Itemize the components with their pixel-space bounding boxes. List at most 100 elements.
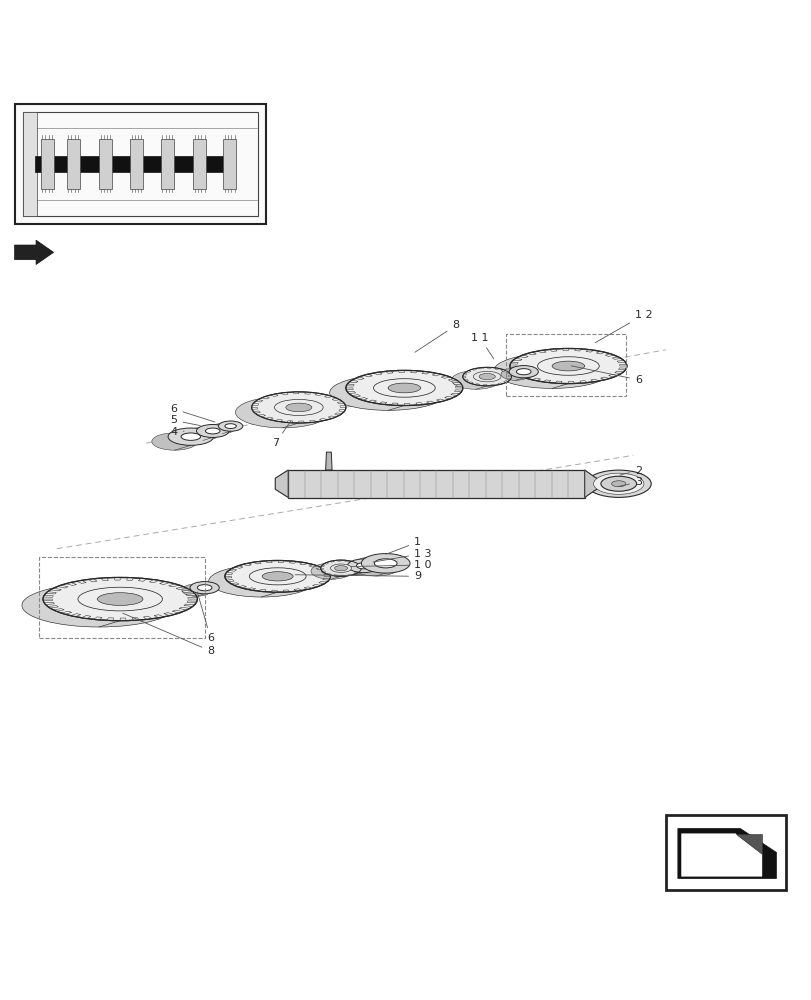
Polygon shape xyxy=(308,565,317,567)
Polygon shape xyxy=(584,470,599,498)
Text: 7: 7 xyxy=(272,421,290,448)
Polygon shape xyxy=(398,370,404,373)
Polygon shape xyxy=(94,617,102,620)
Polygon shape xyxy=(48,606,58,608)
Ellipse shape xyxy=(249,568,306,585)
Polygon shape xyxy=(619,364,626,366)
Polygon shape xyxy=(234,566,242,568)
Ellipse shape xyxy=(356,563,371,569)
Ellipse shape xyxy=(182,584,211,596)
Ellipse shape xyxy=(334,566,347,571)
Polygon shape xyxy=(323,578,329,580)
Polygon shape xyxy=(351,562,355,563)
Polygon shape xyxy=(337,402,344,404)
Polygon shape xyxy=(510,362,517,364)
Polygon shape xyxy=(101,578,108,581)
Ellipse shape xyxy=(509,348,626,384)
Polygon shape xyxy=(511,369,519,372)
Polygon shape xyxy=(319,581,326,584)
Polygon shape xyxy=(604,354,613,356)
Polygon shape xyxy=(616,360,624,363)
Polygon shape xyxy=(298,421,304,423)
Ellipse shape xyxy=(373,379,435,397)
Polygon shape xyxy=(50,588,62,591)
Polygon shape xyxy=(54,609,64,611)
FancyBboxPatch shape xyxy=(665,815,785,890)
Polygon shape xyxy=(182,590,192,593)
Polygon shape xyxy=(186,594,196,596)
Polygon shape xyxy=(448,379,457,381)
Polygon shape xyxy=(518,355,527,358)
Polygon shape xyxy=(253,562,261,564)
Polygon shape xyxy=(288,470,584,498)
Ellipse shape xyxy=(320,560,361,576)
Polygon shape xyxy=(345,388,353,390)
Polygon shape xyxy=(349,380,358,383)
Polygon shape xyxy=(436,399,444,402)
Ellipse shape xyxy=(593,473,643,494)
Polygon shape xyxy=(478,367,483,369)
Polygon shape xyxy=(586,350,593,352)
Polygon shape xyxy=(471,369,476,370)
Ellipse shape xyxy=(329,375,446,410)
Polygon shape xyxy=(677,829,775,879)
Polygon shape xyxy=(187,601,197,603)
Polygon shape xyxy=(225,576,231,578)
Ellipse shape xyxy=(22,584,176,627)
Polygon shape xyxy=(304,392,311,394)
Ellipse shape xyxy=(262,572,293,581)
Polygon shape xyxy=(464,379,468,381)
Polygon shape xyxy=(356,564,359,565)
Polygon shape xyxy=(595,351,604,354)
Polygon shape xyxy=(66,583,76,586)
Polygon shape xyxy=(252,403,259,405)
Polygon shape xyxy=(513,358,521,361)
Ellipse shape xyxy=(462,367,511,386)
Polygon shape xyxy=(160,581,169,585)
Polygon shape xyxy=(242,563,251,566)
Polygon shape xyxy=(347,574,351,576)
Polygon shape xyxy=(463,373,466,375)
Polygon shape xyxy=(238,586,247,588)
Polygon shape xyxy=(286,421,293,423)
Polygon shape xyxy=(391,403,397,405)
Ellipse shape xyxy=(205,428,220,434)
Polygon shape xyxy=(363,374,371,377)
Polygon shape xyxy=(454,390,461,392)
Ellipse shape xyxy=(493,353,610,388)
Ellipse shape xyxy=(473,371,500,382)
Polygon shape xyxy=(324,575,330,576)
Polygon shape xyxy=(178,607,190,610)
Polygon shape xyxy=(320,568,323,570)
Polygon shape xyxy=(120,618,126,621)
Polygon shape xyxy=(251,407,257,409)
Polygon shape xyxy=(600,377,608,380)
Polygon shape xyxy=(172,610,182,613)
Polygon shape xyxy=(278,560,284,562)
Ellipse shape xyxy=(251,392,345,423)
Polygon shape xyxy=(487,367,491,369)
Polygon shape xyxy=(618,368,625,370)
Text: 1 1: 1 1 xyxy=(470,333,493,359)
Bar xyxy=(130,139,143,189)
Text: 6: 6 xyxy=(570,366,642,385)
Polygon shape xyxy=(187,597,197,599)
Text: 1 2: 1 2 xyxy=(594,310,652,343)
Ellipse shape xyxy=(537,357,599,375)
Ellipse shape xyxy=(235,397,329,428)
Ellipse shape xyxy=(78,587,162,611)
Ellipse shape xyxy=(374,559,397,568)
Polygon shape xyxy=(500,370,505,371)
Polygon shape xyxy=(265,561,272,563)
Polygon shape xyxy=(127,578,133,580)
Bar xyxy=(41,139,54,189)
Polygon shape xyxy=(354,377,363,380)
Polygon shape xyxy=(328,416,336,418)
Ellipse shape xyxy=(551,361,584,371)
Polygon shape xyxy=(466,371,470,372)
Polygon shape xyxy=(543,380,550,383)
Polygon shape xyxy=(114,577,120,580)
Polygon shape xyxy=(549,349,556,351)
Polygon shape xyxy=(491,384,495,386)
Ellipse shape xyxy=(330,564,351,572)
